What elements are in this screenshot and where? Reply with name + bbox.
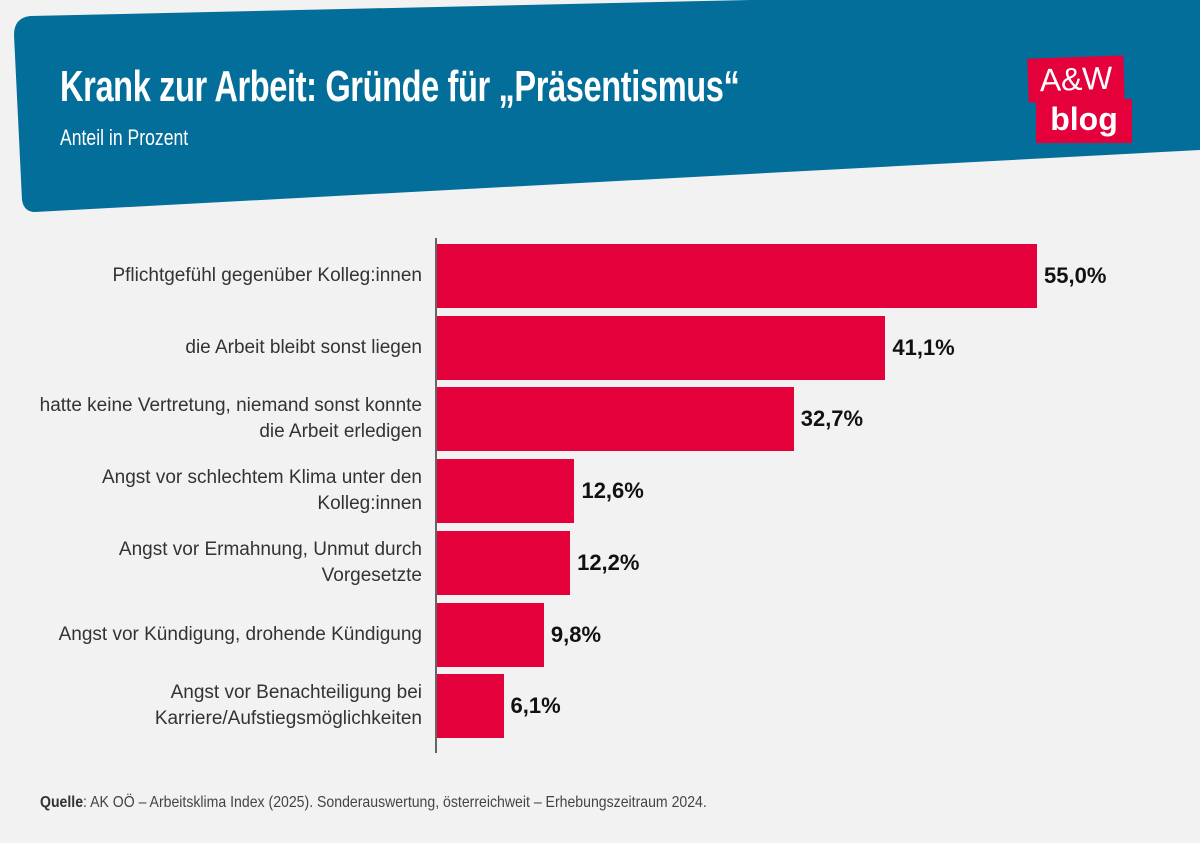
value-label: 55,0%: [1044, 263, 1107, 288]
value-label: 41,1%: [892, 334, 955, 360]
category-label: Pflichtgefühl gegenüber Kolleg:innen: [112, 265, 422, 286]
value-label: 9,8%: [550, 621, 602, 647]
source-label: Quelle: [40, 794, 84, 811]
category-label: Angst vor Kündigung, drohende Kündigung: [58, 623, 422, 645]
category-label: Angst vor Ermahnung, Unmut durch Vorgese…: [118, 538, 422, 586]
value-label: 32,7%: [800, 406, 864, 432]
value-label: 12,2%: [577, 549, 640, 575]
bar: [437, 244, 1037, 308]
category-label: Angst vor schlechtem Klima unter den Kol…: [102, 467, 422, 515]
source-note: Quelle: AK OÖ – Arbeitsklima Index (2025…: [40, 794, 707, 812]
bar: [437, 459, 575, 524]
chart-title: Krank zur Arbeit: Gründe für „Präsentism…: [60, 62, 740, 111]
bar: [437, 387, 794, 452]
logo-line2: blog: [1036, 99, 1132, 143]
header-shape: [14, 0, 1200, 212]
value-label: 12,6%: [581, 478, 644, 504]
bar: [437, 674, 504, 739]
source-text: : AK OÖ – Arbeitsklima Index (2025). Son…: [83, 794, 707, 811]
y-axis-line: [435, 238, 437, 753]
value-label: 6,1%: [510, 693, 561, 719]
category-label: die Arbeit bleibt sonst liegen: [185, 336, 422, 358]
logo-line1: A&W: [1027, 55, 1125, 103]
category-label: hatte keine Vertretung, niemand sonst ko…: [39, 395, 422, 443]
category-label: Angst vor Benachteiligung bei Karriere/A…: [154, 682, 422, 730]
bar: [437, 602, 544, 667]
bar: [437, 315, 886, 380]
chart-subtitle: Anteil in Prozent: [60, 125, 189, 150]
header-banner: Krank zur Arbeit: Gründe für „Präsentism…: [0, 0, 1200, 215]
bar: [437, 530, 571, 595]
